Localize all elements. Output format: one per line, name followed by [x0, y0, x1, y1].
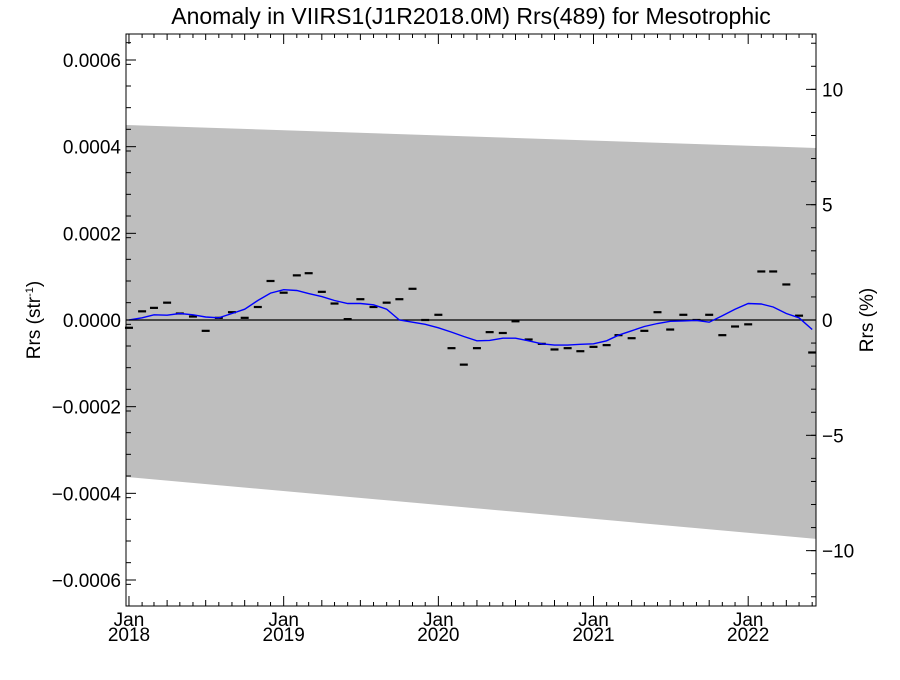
x-tick-sublabel: 2020 — [417, 625, 459, 646]
trend-line — [128, 288, 813, 346]
y-axis-right: 10 5 0 −5 −10 — [806, 42, 854, 598]
y2-tick-label: −10 — [822, 542, 854, 563]
y2-tick-label: −5 — [822, 426, 844, 447]
x-tick-sublabel: 2019 — [263, 625, 305, 646]
y-tick-label: 0.0000 — [63, 311, 121, 332]
y2-tick-label: 0 — [822, 311, 833, 332]
x-tick-label: Jan — [268, 610, 299, 631]
y-tick-label: 0.0006 — [63, 51, 121, 72]
x-tick-sublabel: 2022 — [727, 625, 769, 646]
y-tick-label: −0.0002 — [52, 398, 121, 419]
y-axis-left-label-close: ) — [24, 281, 45, 287]
x-tick-label: Jan — [733, 610, 764, 631]
y-tick-label: 0.0002 — [63, 224, 121, 245]
x-tick-label: Jan — [578, 610, 609, 631]
y-axis-left-label-main: Rrs (str — [24, 296, 45, 359]
y-tick-label: 0.0004 — [63, 138, 122, 159]
y-tick-label: −0.0006 — [52, 571, 121, 592]
y-axis-left-label: Rrs (str-1) — [24, 281, 45, 359]
uncertainty-band — [126, 125, 816, 539]
y2-tick-label: 10 — [822, 80, 843, 101]
plot-area — [124, 33, 817, 607]
y-axis-left: 0.0006 0.0004 0.0002 0.0000 −0.0002 −0.0004 −0… — [52, 42, 136, 607]
x-tick-label: Jan — [423, 610, 454, 631]
x-tick-sublabel: 2018 — [108, 625, 150, 646]
chart-title: Anomaly in VIIRS1(J1R2018.0M) Rrs(489) f… — [171, 3, 771, 29]
y-axis-left-label-sup: -1 — [24, 287, 36, 297]
y2-tick-label: 5 — [822, 196, 833, 217]
x-tick-label: Jan — [114, 610, 145, 631]
y-axis-right-label: Rrs (%) — [857, 288, 878, 352]
y-tick-label: −0.0004 — [52, 484, 122, 505]
x-tick-sublabel: 2021 — [572, 625, 614, 646]
